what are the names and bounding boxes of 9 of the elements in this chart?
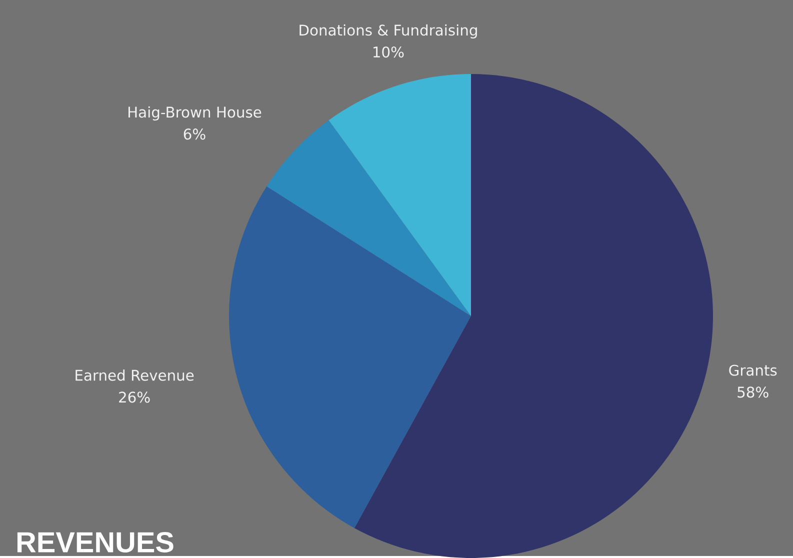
slice-label: Donations & Fundraising bbox=[300, 24, 477, 39]
data-label: 10% bbox=[374, 46, 404, 58]
slice-label: Grants bbox=[729, 364, 777, 376]
slice-label: Earned Revenue bbox=[76, 369, 194, 381]
text: REVENUES bbox=[17, 532, 174, 552]
data-label: 26% bbox=[119, 392, 150, 403]
data-label: 58% bbox=[738, 386, 768, 398]
slice-label: Haig-Brown House bbox=[128, 106, 262, 121]
data-label: 6% bbox=[184, 128, 206, 140]
